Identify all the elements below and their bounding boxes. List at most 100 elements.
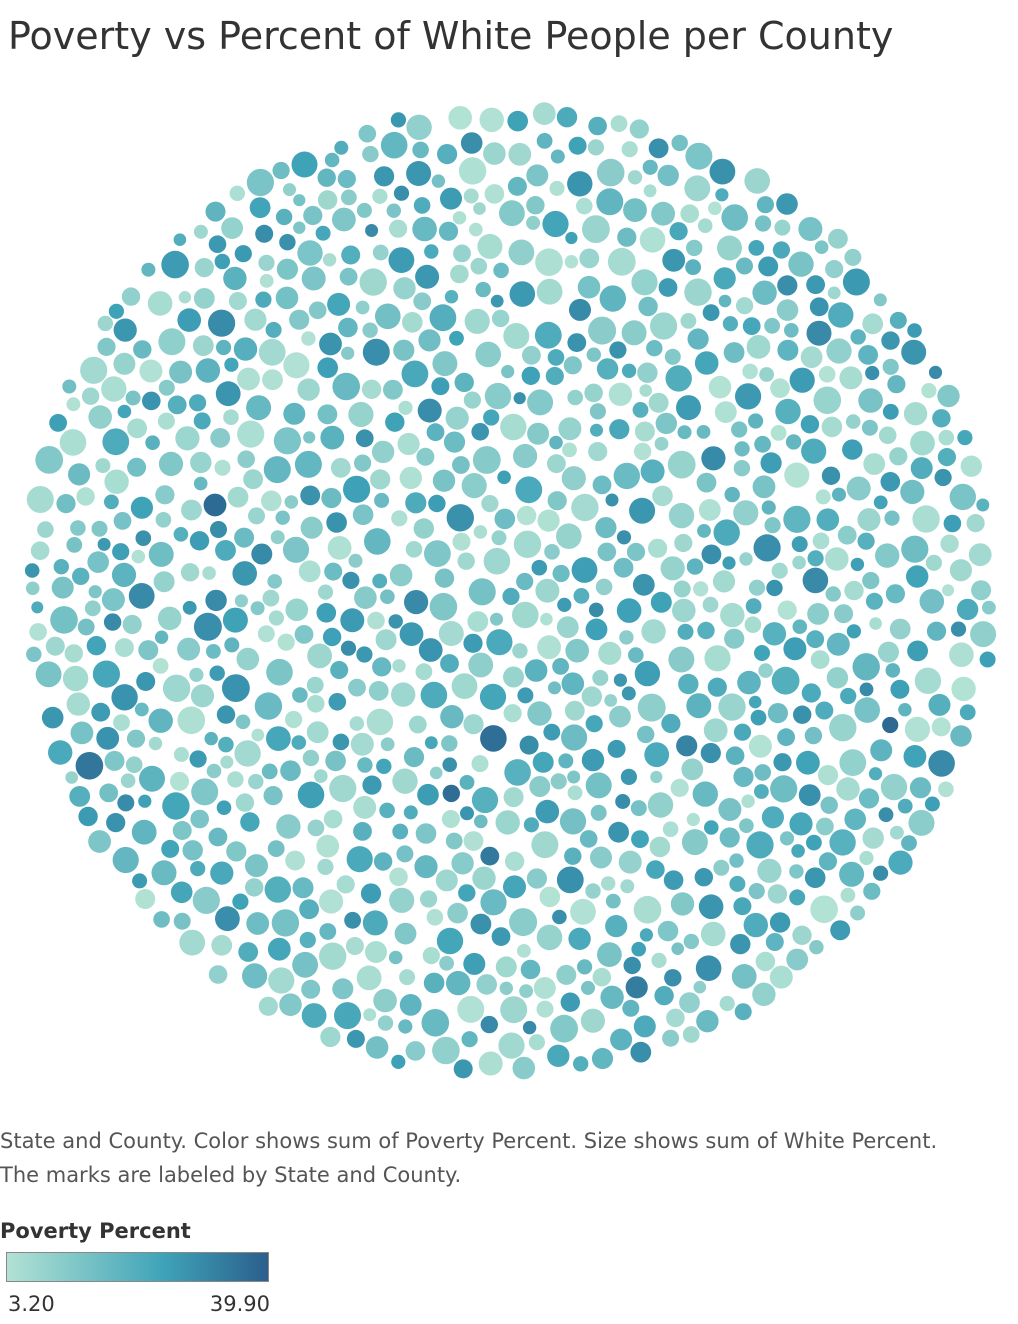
county-bubble[interactable] xyxy=(854,697,880,723)
county-bubble[interactable] xyxy=(682,1026,700,1043)
county-bubble[interactable] xyxy=(950,725,972,747)
county-bubble[interactable] xyxy=(758,256,779,277)
county-bubble[interactable] xyxy=(251,543,273,565)
county-bubble[interactable] xyxy=(943,514,962,533)
county-bubble[interactable] xyxy=(177,308,201,332)
county-bubble[interactable] xyxy=(448,106,473,130)
county-bubble[interactable] xyxy=(792,619,808,634)
county-bubble[interactable] xyxy=(405,1041,426,1061)
county-bubble[interactable] xyxy=(298,560,321,583)
county-bubble[interactable] xyxy=(439,955,454,971)
county-bubble[interactable] xyxy=(776,193,798,215)
county-bubble[interactable] xyxy=(399,994,422,1016)
county-bubble[interactable] xyxy=(547,349,565,366)
county-bubble[interactable] xyxy=(568,927,591,950)
county-bubble[interactable] xyxy=(581,686,602,707)
county-bubble[interactable] xyxy=(65,771,78,784)
county-bubble[interactable] xyxy=(591,1047,614,1070)
county-bubble[interactable] xyxy=(464,308,490,334)
county-bubble[interactable] xyxy=(857,508,881,532)
county-bubble[interactable] xyxy=(862,827,884,849)
county-bubble[interactable] xyxy=(365,224,379,237)
county-bubble[interactable] xyxy=(459,775,475,790)
county-bubble[interactable] xyxy=(359,268,387,296)
county-bubble[interactable] xyxy=(552,658,569,675)
county-bubble[interactable] xyxy=(508,142,532,166)
county-bubble[interactable] xyxy=(503,787,524,808)
county-bubble[interactable] xyxy=(571,493,599,522)
county-bubble[interactable] xyxy=(340,608,365,633)
county-bubble[interactable] xyxy=(608,382,633,406)
county-bubble[interactable] xyxy=(827,286,841,300)
county-bubble[interactable] xyxy=(585,715,603,733)
county-bubble[interactable] xyxy=(633,442,652,461)
county-bubble[interactable] xyxy=(458,157,487,185)
county-bubble[interactable] xyxy=(380,737,395,752)
county-bubble[interactable] xyxy=(470,257,488,275)
county-bubble[interactable] xyxy=(117,404,132,419)
county-bubble[interactable] xyxy=(53,559,69,575)
county-bubble[interactable] xyxy=(420,681,448,709)
county-bubble[interactable] xyxy=(527,389,554,416)
county-bubble[interactable] xyxy=(607,739,626,758)
county-bubble[interactable] xyxy=(686,693,712,719)
county-bubble[interactable] xyxy=(431,174,446,188)
county-bubble[interactable] xyxy=(268,610,284,626)
county-bubble[interactable] xyxy=(362,145,379,163)
county-bubble[interactable] xyxy=(362,910,388,936)
county-bubble[interactable] xyxy=(813,386,842,415)
county-bubble[interactable] xyxy=(405,492,427,514)
county-bubble[interactable] xyxy=(499,200,525,227)
county-bubble[interactable] xyxy=(846,476,871,501)
county-bubble[interactable] xyxy=(979,651,996,668)
county-bubble[interactable] xyxy=(101,588,125,612)
county-bubble[interactable] xyxy=(306,721,329,744)
county-bubble[interactable] xyxy=(588,442,608,462)
county-bubble[interactable] xyxy=(302,749,320,767)
county-bubble[interactable] xyxy=(481,495,499,513)
county-bubble[interactable] xyxy=(354,454,372,472)
county-bubble[interactable] xyxy=(697,524,711,538)
county-bubble[interactable] xyxy=(714,401,737,423)
county-bubble[interactable] xyxy=(940,534,959,553)
county-bubble[interactable] xyxy=(25,581,40,596)
county-bubble[interactable] xyxy=(389,563,413,587)
county-bubble[interactable] xyxy=(641,619,666,644)
county-bubble[interactable] xyxy=(131,819,157,845)
county-bubble[interactable] xyxy=(190,861,206,877)
county-bubble[interactable] xyxy=(809,940,824,955)
county-bubble[interactable] xyxy=(632,573,655,596)
county-bubble[interactable] xyxy=(97,337,116,356)
county-bubble[interactable] xyxy=(248,773,264,790)
county-bubble[interactable] xyxy=(904,716,931,743)
county-bubble[interactable] xyxy=(303,205,323,226)
county-bubble[interactable] xyxy=(832,487,846,502)
county-bubble[interactable] xyxy=(362,338,390,366)
county-bubble[interactable] xyxy=(348,678,366,697)
county-bubble[interactable] xyxy=(324,562,343,581)
county-bubble[interactable] xyxy=(121,287,141,306)
county-bubble[interactable] xyxy=(117,794,135,812)
county-bubble[interactable] xyxy=(389,867,408,887)
county-bubble[interactable] xyxy=(97,315,114,332)
county-bubble[interactable] xyxy=(173,233,187,246)
county-bubble[interactable] xyxy=(748,695,762,709)
county-bubble[interactable] xyxy=(626,542,646,562)
county-bubble[interactable] xyxy=(167,395,187,415)
county-bubble[interactable] xyxy=(671,942,684,955)
county-bubble[interactable] xyxy=(403,805,418,820)
county-bubble[interactable] xyxy=(235,714,251,730)
county-bubble[interactable] xyxy=(328,693,347,711)
county-bubble[interactable] xyxy=(683,933,699,950)
county-bubble[interactable] xyxy=(798,784,821,806)
county-bubble[interactable] xyxy=(170,771,189,791)
county-bubble[interactable] xyxy=(177,706,206,735)
county-bubble[interactable] xyxy=(327,292,351,316)
county-bubble[interactable] xyxy=(475,341,502,368)
county-bubble[interactable] xyxy=(391,1054,406,1069)
county-bubble[interactable] xyxy=(341,245,361,265)
county-bubble[interactable] xyxy=(907,323,922,338)
county-bubble[interactable] xyxy=(317,858,334,876)
county-bubble[interactable] xyxy=(846,624,862,639)
county-bubble[interactable] xyxy=(424,244,439,259)
